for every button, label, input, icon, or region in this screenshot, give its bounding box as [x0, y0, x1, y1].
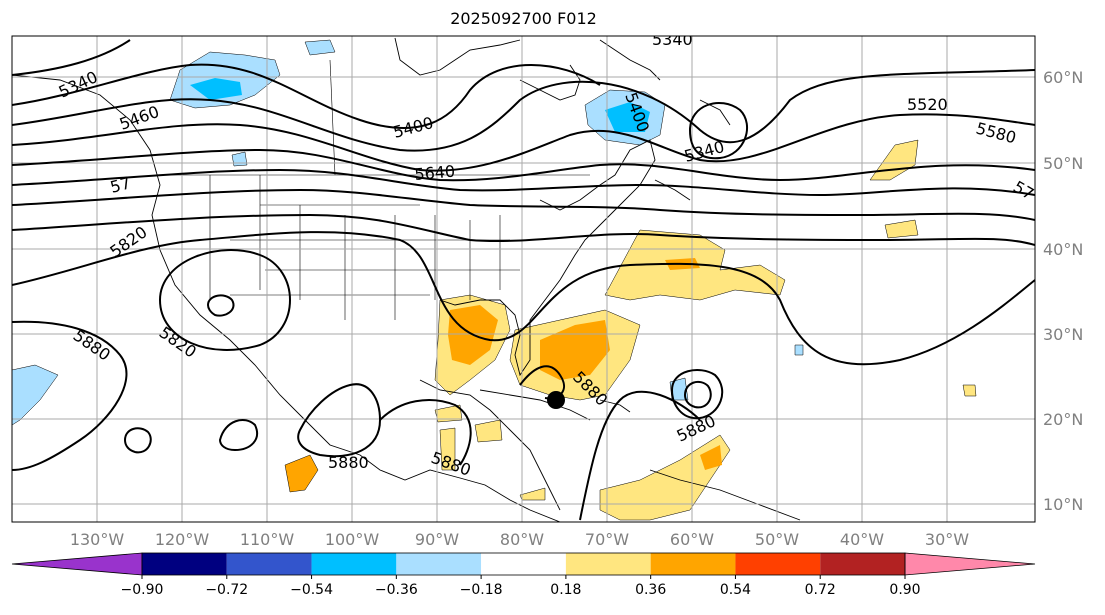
- lon-label: 90°W: [415, 530, 459, 549]
- colorbar-extend-low: [11, 552, 143, 576]
- lon-label: 60°W: [670, 530, 714, 549]
- lon-label: 30°W: [925, 530, 969, 549]
- map-border: [11, 35, 1036, 523]
- anomaly-positive-mid-atlantic: [884, 219, 919, 239]
- anomaly-negative-alaska-small: [304, 39, 336, 56]
- colorbar-tick-label: 0.54: [720, 582, 751, 598]
- map-content: 5340 5460 5400 5640 5340 5400 5340 5520 …: [12, 30, 1035, 522]
- colorbar-segment: [311, 553, 397, 575]
- contour-label: 5640: [414, 162, 456, 184]
- lon-label: 50°W: [755, 530, 799, 549]
- colorbar-segment: [650, 553, 736, 575]
- lon-label: 40°W: [840, 530, 884, 549]
- colorbar-segment: [565, 553, 651, 575]
- colorbar-tick-label: −0.72: [205, 582, 248, 598]
- colorbar-tick-label: 0.72: [805, 582, 836, 598]
- lon-label: 130°W: [70, 530, 125, 549]
- lon-label: 110°W: [240, 530, 295, 549]
- latitude-axis: 60°N 50°N 40°N 30°N 20°N 10°N: [1043, 68, 1083, 514]
- lat-label: 20°N: [1043, 410, 1083, 429]
- lon-label: 80°W: [500, 530, 544, 549]
- lat-label: 40°N: [1043, 240, 1083, 259]
- anomaly-negative-small2: [794, 344, 804, 356]
- storm-center-dot: [547, 391, 565, 409]
- colorbar-extend-high: [904, 552, 1036, 576]
- lat-label: 30°N: [1043, 325, 1083, 344]
- lat-label: 10°N: [1043, 495, 1083, 514]
- colorbar-tick-label: −0.36: [375, 582, 418, 598]
- anomaly-positive-small3: [962, 384, 977, 397]
- colorbar-tick-label: 0.90: [889, 582, 920, 598]
- anomaly-negative-alaska-core: [190, 78, 242, 100]
- colorbar-segment: [481, 553, 566, 575]
- lon-label: 100°W: [325, 530, 380, 549]
- anomaly-positive-small1: [474, 419, 503, 443]
- lon-label: 120°W: [155, 530, 210, 549]
- colorbar-segment: [142, 553, 227, 575]
- contour-label: 5340: [652, 30, 693, 49]
- contour-label: 5880: [328, 453, 369, 472]
- anomaly-positive-caribbean-core: [700, 445, 722, 470]
- colorbar-tick-label: −0.54: [290, 582, 333, 598]
- colorbar-segment: [820, 553, 905, 575]
- colorbar-segment: [735, 553, 821, 575]
- lat-label: 50°N: [1043, 154, 1083, 173]
- colorbar: −0.90 −0.72 −0.54 −0.36 −0.18 0.18 0.36 0.54 0.7…: [11, 552, 1036, 598]
- anomaly-negative-pacific-west: [12, 364, 59, 426]
- lat-label: 60°N: [1043, 68, 1083, 87]
- colorbar-segment: [226, 553, 312, 575]
- colorbar-tick-label: 0.18: [550, 582, 581, 598]
- colorbar-border: [141, 552, 906, 576]
- colorbar-tick-label: 0.36: [635, 582, 666, 598]
- colorbar-tick-label: −0.90: [121, 582, 164, 598]
- contour-label: 5520: [907, 95, 948, 114]
- political-borders: [155, 59, 590, 320]
- contour-label: 57: [108, 173, 133, 197]
- anomaly-positive-small2: [519, 487, 546, 501]
- colorbar-segment: [396, 553, 482, 575]
- longitude-axis: 130°W 120°W 110°W 100°W 90°W 80°W 70°W 6…: [70, 530, 969, 549]
- anomaly-positive-caribbean: [599, 434, 731, 521]
- colorbar-tick-label: −0.18: [460, 582, 503, 598]
- map-title: 2025092700 F012: [450, 9, 597, 28]
- anomaly-positive-pacific: [284, 454, 319, 493]
- anomaly-negative-labrador-core: [605, 102, 650, 132]
- height-contours: [12, 39, 1035, 521]
- anomaly-positive-small5: [439, 427, 456, 471]
- lon-label: 70°W: [585, 530, 629, 549]
- anomaly-positive-atlantic-core: [540, 320, 610, 380]
